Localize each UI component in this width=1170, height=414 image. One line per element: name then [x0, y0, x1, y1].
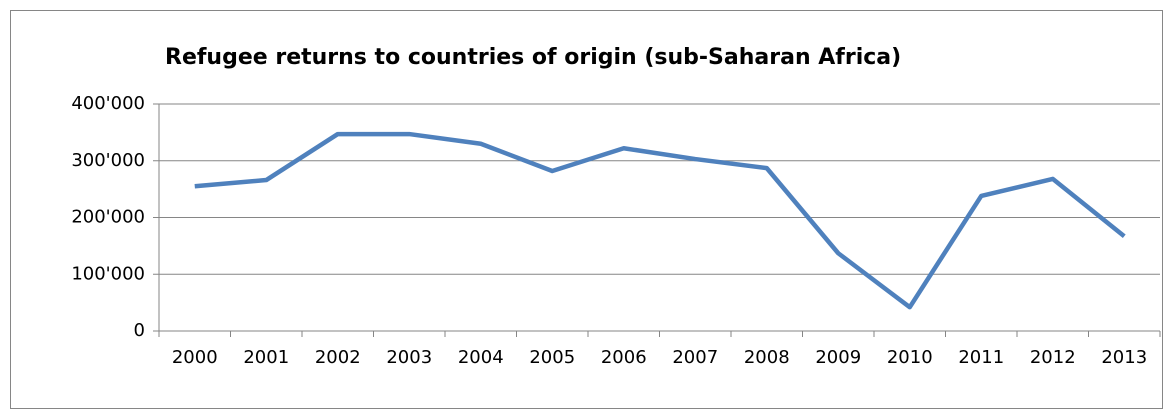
- x-tick-label: 2012: [1030, 347, 1076, 368]
- chart-title: Refugee returns to countries of origin (…: [165, 45, 901, 70]
- data-line: [194, 131, 1126, 310]
- y-tick-label: 200'000: [71, 207, 145, 228]
- x-tick-label: 2004: [458, 347, 504, 368]
- y-tick-label: 0: [134, 320, 145, 341]
- y-tick-label: 100'000: [71, 263, 145, 284]
- x-tick-label: 2009: [815, 347, 861, 368]
- x-tick-label: 2008: [744, 347, 790, 368]
- x-tick-label: 2005: [529, 347, 575, 368]
- x-tick-label: 2011: [958, 347, 1004, 368]
- y-tick-label: 300'000: [71, 150, 145, 171]
- y-tick-label: 400'000: [71, 93, 145, 114]
- x-tick-label: 2013: [1101, 347, 1147, 368]
- x-tick-label: 2006: [601, 347, 647, 368]
- x-tick-label: 2001: [243, 347, 289, 368]
- x-tick-label: 2000: [172, 347, 218, 368]
- x-tick-label: 2003: [386, 347, 432, 368]
- x-tick-label: 2010: [887, 347, 933, 368]
- x-tick-label: 2007: [672, 347, 718, 368]
- x-tick-label: 2002: [315, 347, 361, 368]
